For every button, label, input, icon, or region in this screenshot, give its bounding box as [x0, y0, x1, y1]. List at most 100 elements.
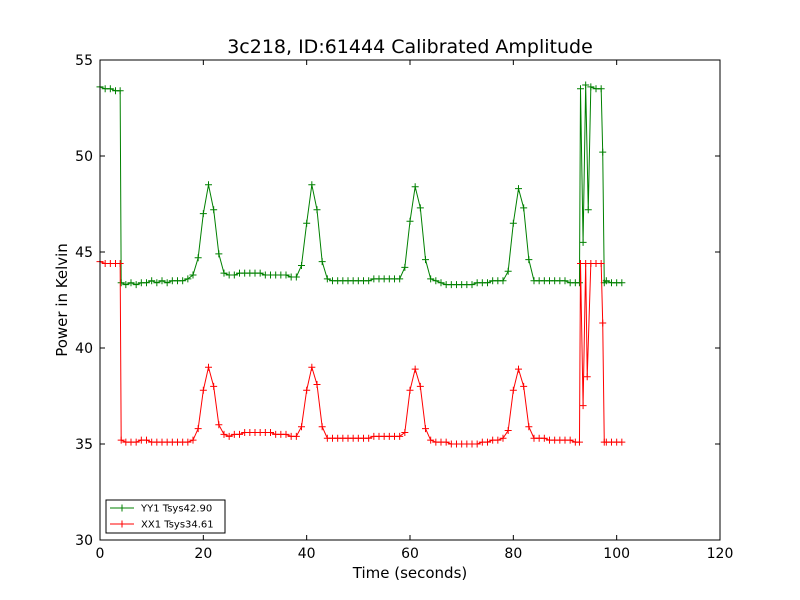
- data-point: [618, 438, 626, 446]
- data-point: [116, 260, 124, 268]
- data-point: [148, 277, 156, 285]
- data-point: [566, 436, 574, 444]
- data-point: [499, 277, 507, 285]
- data-point: [473, 440, 481, 448]
- legend-label: YY1 Tsys42.90: [140, 504, 212, 515]
- x-tick-label: 60: [401, 546, 419, 562]
- data-point: [442, 438, 450, 446]
- series-1: [96, 258, 626, 448]
- data-point: [116, 87, 124, 95]
- x-tick-label: 120: [707, 546, 734, 562]
- x-tick-label: 100: [603, 546, 630, 562]
- data-point: [194, 425, 202, 433]
- data-point: [406, 386, 414, 394]
- data-point: [422, 425, 429, 433]
- plot-area: [96, 59, 721, 541]
- data-point: [143, 436, 150, 444]
- data-point: [579, 238, 587, 246]
- data-point: [220, 430, 228, 438]
- data-point: [303, 386, 311, 394]
- data-point: [406, 217, 414, 225]
- data-point: [298, 423, 305, 431]
- data-point: [210, 382, 218, 390]
- data-point: [122, 281, 130, 289]
- x-tick-label: 0: [96, 546, 105, 562]
- data-point: [303, 219, 311, 227]
- data-point: [220, 269, 228, 277]
- data-point: [599, 319, 607, 327]
- data-point: [313, 380, 321, 388]
- data-point: [427, 436, 435, 444]
- data-point: [525, 256, 533, 264]
- data-point: [422, 256, 429, 264]
- data-point: [515, 365, 522, 373]
- data-point: [509, 386, 517, 394]
- y-tick-label: 55: [75, 53, 93, 69]
- legend-marker: [118, 520, 126, 528]
- data-point: [602, 277, 610, 285]
- y-tick-label: 35: [75, 437, 93, 453]
- data-point: [484, 438, 491, 446]
- data-point: [158, 277, 166, 285]
- data-point: [504, 267, 512, 275]
- data-point: [437, 279, 445, 287]
- x-axis: 0 20 40 60 80 100 120: [96, 60, 734, 562]
- data-point: [582, 81, 590, 89]
- data-point: [411, 183, 419, 191]
- data-point: [577, 85, 584, 93]
- y-tick-label: 45: [75, 245, 93, 261]
- data-point: [416, 382, 424, 390]
- data-point: [365, 434, 373, 442]
- data-point: [127, 279, 135, 287]
- legend-label: XX1 Tsys34.61: [141, 520, 214, 531]
- series-layer: [96, 81, 626, 448]
- data-point: [184, 438, 192, 446]
- data-point: [494, 436, 502, 444]
- x-axis-label: Time (seconds): [352, 564, 468, 582]
- data-point: [236, 430, 243, 438]
- data-point: [292, 432, 300, 440]
- y-axis: 30 35 40 45 50 55: [75, 53, 720, 549]
- data-point: [205, 181, 212, 189]
- data-point: [575, 438, 583, 446]
- data-point: [499, 434, 507, 442]
- x-tick-label: 80: [504, 546, 522, 562]
- data-point: [396, 275, 404, 283]
- legend-marker: [118, 504, 126, 512]
- data-point: [525, 423, 533, 431]
- y-tick-label: 40: [75, 341, 93, 357]
- data-point: [583, 373, 591, 381]
- data-point: [210, 206, 218, 214]
- data-point: [132, 438, 140, 446]
- data-point: [411, 365, 419, 373]
- y-tick-label: 50: [75, 149, 93, 165]
- data-point: [597, 260, 605, 268]
- data-point: [189, 271, 197, 279]
- data-point: [509, 219, 517, 227]
- data-point: [117, 436, 125, 444]
- data-point: [282, 271, 290, 279]
- data-point: [597, 85, 605, 93]
- data-point: [298, 261, 305, 269]
- data-point: [194, 254, 202, 262]
- data-point: [199, 210, 207, 218]
- data-point: [199, 386, 207, 394]
- data-point: [365, 277, 373, 285]
- x-tick-label: 20: [194, 546, 212, 562]
- data-point: [484, 279, 491, 287]
- data-point: [561, 277, 569, 285]
- data-point: [515, 185, 522, 193]
- data-point: [599, 148, 607, 156]
- data-point: [318, 423, 326, 431]
- data-point: [579, 402, 587, 410]
- data-point: [308, 181, 316, 189]
- y-tick-label: 30: [75, 533, 93, 549]
- data-point: [584, 206, 592, 214]
- data-point: [106, 85, 114, 93]
- y-axis-label: Power in Kelvin: [53, 243, 71, 357]
- data-point: [230, 271, 238, 279]
- data-point: [401, 263, 409, 271]
- data-point: [292, 273, 300, 281]
- data-point: [117, 279, 125, 287]
- data-point: [225, 432, 233, 440]
